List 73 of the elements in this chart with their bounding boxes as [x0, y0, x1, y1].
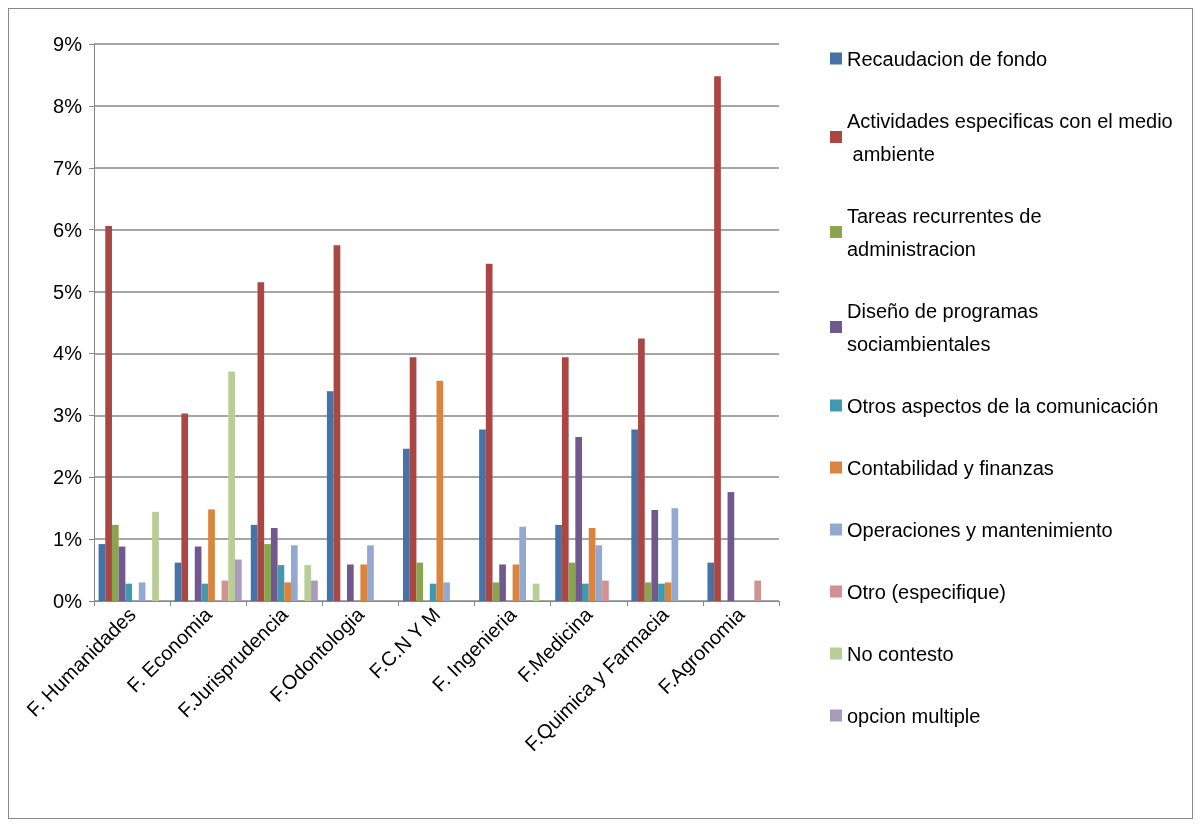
bar [651, 510, 659, 601]
bar [602, 580, 609, 601]
bar [311, 580, 318, 601]
legend-label: No contesto [847, 642, 954, 665]
bar [512, 564, 520, 601]
bar [277, 565, 285, 601]
legend-label: Diseño de programas sociambientales [847, 299, 1044, 355]
bar [664, 582, 672, 601]
bar [284, 582, 291, 601]
y-tick-label: 6% [53, 218, 83, 241]
bar [429, 583, 437, 601]
bar [443, 582, 450, 601]
y-tick-label: 3% [53, 404, 83, 427]
bar [208, 509, 215, 601]
bar [403, 448, 410, 601]
bar [485, 263, 493, 601]
bar [105, 225, 112, 601]
bar [346, 564, 354, 601]
bar [111, 524, 119, 601]
bar [416, 562, 424, 601]
bar [479, 429, 486, 601]
bar [98, 544, 106, 601]
bar [270, 527, 278, 601]
y-tick-label: 8% [53, 94, 83, 117]
bar [257, 282, 265, 601]
bar [644, 582, 652, 601]
bar [499, 564, 506, 601]
bar [754, 580, 762, 601]
bar [727, 492, 735, 601]
bar [367, 545, 374, 601]
bar [595, 545, 603, 601]
bar [360, 564, 368, 601]
y-tick-label: 4% [53, 342, 83, 365]
bar [555, 524, 562, 601]
bar [588, 527, 596, 601]
bar [714, 76, 721, 601]
bar [333, 245, 341, 601]
y-tick-label: 5% [53, 280, 83, 303]
bar [492, 582, 500, 601]
y-tick-label: 9% [53, 33, 83, 55]
bar [304, 565, 312, 601]
legend-label: opcion multiple [847, 704, 981, 727]
bar [264, 544, 271, 601]
bar [234, 559, 242, 601]
bar [138, 582, 146, 601]
legend-label: Operaciones y mantenimiento [847, 518, 1113, 541]
bar [152, 511, 159, 601]
bar [631, 429, 639, 601]
legend-label: Recaudacion de fondo [847, 47, 1048, 70]
legend-label: Contabilidad y finanzas [847, 456, 1054, 479]
bar [638, 338, 645, 601]
bar [671, 508, 679, 601]
y-tick-label: 1% [53, 528, 83, 551]
legend-label: Actividades especificas con el medio ambiente [847, 109, 1173, 165]
bar [658, 583, 665, 601]
bar [125, 583, 133, 601]
bar [575, 436, 583, 601]
bar [707, 562, 715, 601]
y-tick-label: 7% [53, 156, 83, 179]
bar [519, 526, 527, 601]
legend-label: Otros aspectos de la comunicación [847, 394, 1159, 417]
bar [326, 391, 334, 601]
bar [228, 371, 235, 601]
bar [290, 545, 298, 601]
legend-label: Tareas recurrentes de administracion [847, 204, 1048, 260]
y-tick-label: 0% [53, 590, 83, 612]
bar [409, 357, 417, 601]
bar [582, 583, 589, 601]
legend-label: Otro (especifique) [847, 580, 1006, 603]
bar [181, 413, 189, 601]
y-tick-label: 2% [53, 466, 83, 489]
bar [201, 583, 209, 601]
bar [561, 357, 569, 601]
